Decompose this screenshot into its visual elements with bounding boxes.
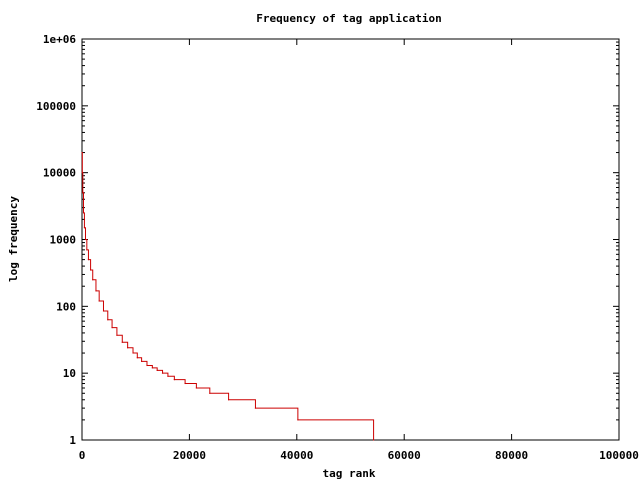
- data-point: [161, 372, 164, 374]
- data-point: [81, 151, 83, 154]
- data-point: [95, 290, 97, 292]
- data-point: [254, 407, 257, 409]
- y-tick-label: 10: [63, 367, 76, 380]
- data-point: [121, 341, 123, 343]
- data-point: [173, 379, 175, 381]
- x-tick-label: 20000: [173, 449, 206, 462]
- data-series-group: [81, 151, 375, 441]
- data-point: [195, 387, 197, 389]
- data-point: [89, 269, 92, 271]
- y-tick-label: 10000: [43, 167, 76, 180]
- axis-ticks: 0 20000 40000 60000 80000 100000 1 10 100 1000 100…: [36, 33, 639, 462]
- data-point: [297, 419, 299, 421]
- x-tick-label: 0: [79, 449, 86, 462]
- data-point: [111, 327, 113, 329]
- data-point: [82, 192, 84, 194]
- x-tick-label: 80000: [495, 449, 528, 462]
- x-tick-label: 60000: [388, 449, 421, 462]
- data-point: [151, 367, 153, 369]
- data-point: [107, 319, 109, 321]
- chart-title: Frequency of tag application: [256, 12, 441, 25]
- y-axis-label: log frequency: [7, 196, 20, 282]
- data-point: [92, 279, 94, 281]
- data-point: [127, 347, 129, 349]
- data-point: [132, 352, 134, 354]
- y-tick-label: 100000: [36, 100, 76, 113]
- data-point: [372, 439, 375, 441]
- data-point: [141, 360, 143, 362]
- y-tick-label: 1e+06: [43, 33, 76, 46]
- x-tick-label: 40000: [280, 449, 313, 462]
- data-point: [209, 392, 211, 394]
- data-point: [184, 382, 186, 385]
- y-tick-label: 100: [56, 300, 76, 313]
- data-point: [228, 399, 230, 401]
- data-point: [146, 364, 148, 367]
- data-point: [81, 172, 83, 174]
- data-point: [84, 238, 87, 241]
- data-point: [136, 357, 138, 359]
- data-point: [116, 334, 118, 336]
- x-axis-label: tag rank: [323, 467, 376, 480]
- data-point: [83, 227, 86, 229]
- series-line: [81, 152, 375, 440]
- data-point: [102, 310, 105, 312]
- data-point: [87, 259, 90, 261]
- data-point: [82, 212, 85, 214]
- data-point: [86, 249, 88, 251]
- data-point: [167, 375, 169, 377]
- y-tick-label: 1000: [50, 234, 77, 247]
- y-tick-label: 1: [69, 434, 76, 447]
- plot-frame: [81, 38, 620, 441]
- data-point: [98, 300, 100, 302]
- data-point: [156, 369, 158, 371]
- x-tick-label: 100000: [599, 449, 639, 462]
